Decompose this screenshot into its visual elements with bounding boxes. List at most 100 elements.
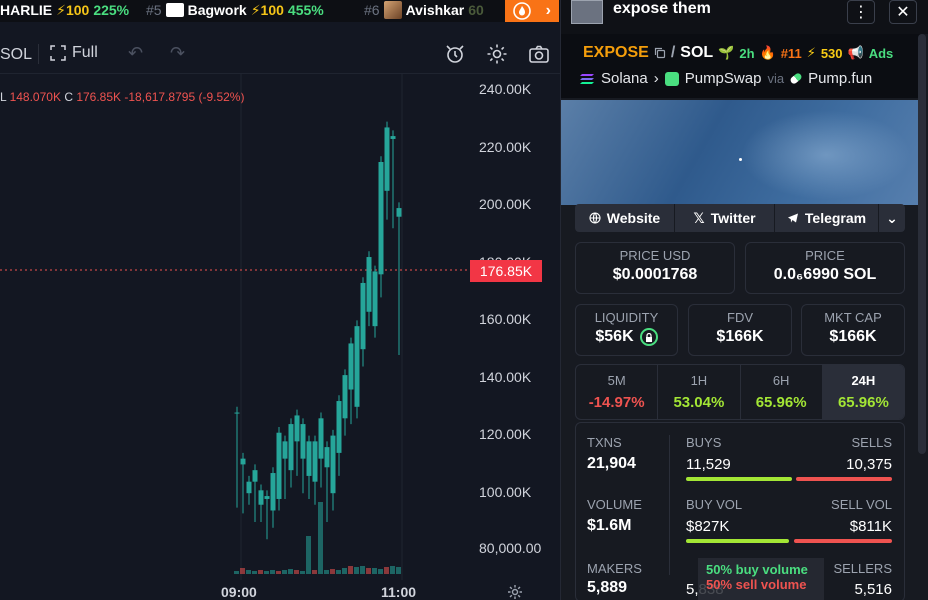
- makers-label: MAKERS: [587, 561, 642, 576]
- price-tick: 200.00K: [479, 196, 532, 212]
- sellers-value: 5,516: [854, 581, 892, 598]
- candle-body: [378, 162, 384, 275]
- volume-bar: [288, 569, 293, 574]
- camera-icon[interactable]: [527, 42, 551, 66]
- candle-body: [360, 282, 366, 350]
- ticker-item[interactable]: #5 Bagwork ⚡100 455%: [146, 0, 324, 20]
- pill-icon: [789, 71, 803, 86]
- price-tick: 220.00K: [479, 139, 532, 155]
- fdv-card: FDV $166K: [688, 304, 792, 356]
- ticker-item[interactable]: HARLIE ⚡100 225%: [0, 0, 129, 20]
- sells-label: SELLS: [851, 435, 892, 450]
- pair-age: 2h: [739, 45, 755, 61]
- trending-button[interactable]: ›: [505, 0, 559, 22]
- flame-icon: [513, 2, 531, 20]
- token-symbol-line: EXPOSE / SOL 🌱 2h 🔥 #11 ⚡ 530 📢 Ads: [583, 44, 893, 62]
- volume-bar: [294, 570, 299, 574]
- website-button[interactable]: Website: [575, 204, 675, 232]
- fdv-value: $166K: [716, 328, 764, 345]
- ticker-name: Avishkar: [405, 2, 465, 18]
- social-links: Website 𝕏 Twitter Telegram ⌄: [575, 204, 905, 232]
- launchpad-name[interactable]: Pump.fun: [808, 70, 873, 87]
- sell-vol-bar: [794, 539, 892, 543]
- liquidity-card: LIQUIDITY $56K: [575, 304, 678, 356]
- tooltip-buy: 50% buy volume: [706, 562, 808, 577]
- tab-6h[interactable]: 6H 65.96%: [741, 365, 823, 419]
- ohlc-change: -18,617.8795 (-9.52%): [124, 90, 245, 104]
- globe-icon: [589, 212, 601, 224]
- ticker-rank: #6: [364, 2, 380, 18]
- time-axis[interactable]: 09:00 11:00: [0, 580, 560, 600]
- social-more-button[interactable]: ⌄: [879, 204, 905, 232]
- sells-bar: [796, 477, 892, 481]
- ads-badge[interactable]: Ads: [868, 45, 894, 61]
- pair-suffix[interactable]: SOL: [0, 46, 33, 63]
- candle-body: [270, 473, 276, 511]
- lock-icon[interactable]: [639, 328, 658, 346]
- settings-gear-icon[interactable]: [485, 42, 509, 66]
- buys-bar: [686, 477, 792, 481]
- candle-body: [336, 401, 342, 453]
- tab-5m[interactable]: 5M -14.97%: [576, 365, 659, 419]
- ticker-points: ⚡100: [250, 1, 284, 18]
- volume-bar: [306, 536, 311, 574]
- token-symbol: EXPOSE: [583, 44, 649, 61]
- volume-bar: [372, 568, 377, 574]
- chain-dex-line: Solana › PumpSwap via Pump.fun: [579, 70, 872, 87]
- price-axis[interactable]: 240.00K 220.00K 200.00K 180.00K 160.00K …: [472, 74, 560, 580]
- telegram-button[interactable]: Telegram: [775, 204, 879, 232]
- website-label: Website: [606, 210, 661, 226]
- price-tick: 160.00K: [479, 311, 532, 327]
- buys-label: BUYS: [686, 435, 722, 450]
- candle-body: [306, 441, 312, 476]
- candle-body: [324, 447, 330, 468]
- via-label: via: [767, 71, 785, 86]
- txns-label: TXNS: [587, 435, 622, 450]
- redo-icon[interactable]: ↷: [170, 43, 186, 63]
- candle-body: [342, 375, 348, 419]
- boost-count: 530: [820, 45, 843, 61]
- ticker-item[interactable]: #6 Avishkar 60: [364, 0, 484, 20]
- chevron-right-icon: ›: [545, 2, 551, 19]
- ticker-name: Bagwork: [187, 2, 247, 18]
- fullscreen-button[interactable]: Full: [50, 44, 98, 62]
- chart-toolbar: SOL Full ↶ ↷: [0, 34, 560, 74]
- liquidity-value: $56K: [595, 328, 634, 345]
- chart-settings-icon[interactable]: [507, 584, 523, 600]
- alert-icon[interactable]: [443, 42, 467, 66]
- volume-bar: [270, 570, 275, 574]
- mcap-label: MKT CAP: [824, 310, 882, 325]
- time-tick: 11:00: [381, 584, 417, 600]
- volume-bar: [252, 571, 257, 574]
- volume-bar: [330, 569, 335, 574]
- ohlc-low: 148.070K: [9, 90, 61, 104]
- x-icon: 𝕏: [693, 209, 705, 226]
- candle-body: [288, 424, 294, 471]
- quote-symbol: SOL: [680, 44, 714, 61]
- chevron-down-icon: ⌄: [886, 209, 898, 226]
- period-change: -14.97%: [588, 394, 645, 411]
- ohlc-close: 176.85K: [76, 90, 122, 104]
- more-options-icon[interactable]: ⋮: [847, 0, 875, 24]
- dex-name[interactable]: PumpSwap: [684, 70, 762, 87]
- twitter-button[interactable]: 𝕏 Twitter: [675, 204, 775, 232]
- candle-body: [312, 441, 318, 482]
- candlestick-chart[interactable]: [0, 74, 470, 580]
- tab-1h[interactable]: 1H 53.04%: [658, 365, 741, 419]
- copy-icon[interactable]: [654, 47, 666, 59]
- candle-body: [234, 412, 240, 414]
- period-label: 5M: [607, 373, 626, 388]
- volume-bar: [282, 570, 287, 574]
- close-icon[interactable]: ✕: [889, 0, 917, 24]
- stats-divider: [669, 435, 670, 575]
- buys-value: 11,529: [686, 456, 731, 473]
- undo-icon[interactable]: ↶: [128, 43, 144, 63]
- price-tick: 100.00K: [479, 484, 532, 500]
- candle-body: [330, 435, 336, 494]
- volume-bar: [324, 570, 329, 574]
- tab-24h[interactable]: 24H 65.96%: [822, 365, 904, 419]
- ticker-pct: 60: [468, 2, 484, 18]
- panel-scrollbar[interactable]: [918, 34, 926, 454]
- token-banner: [561, 100, 921, 205]
- chain-name[interactable]: Solana: [601, 70, 648, 87]
